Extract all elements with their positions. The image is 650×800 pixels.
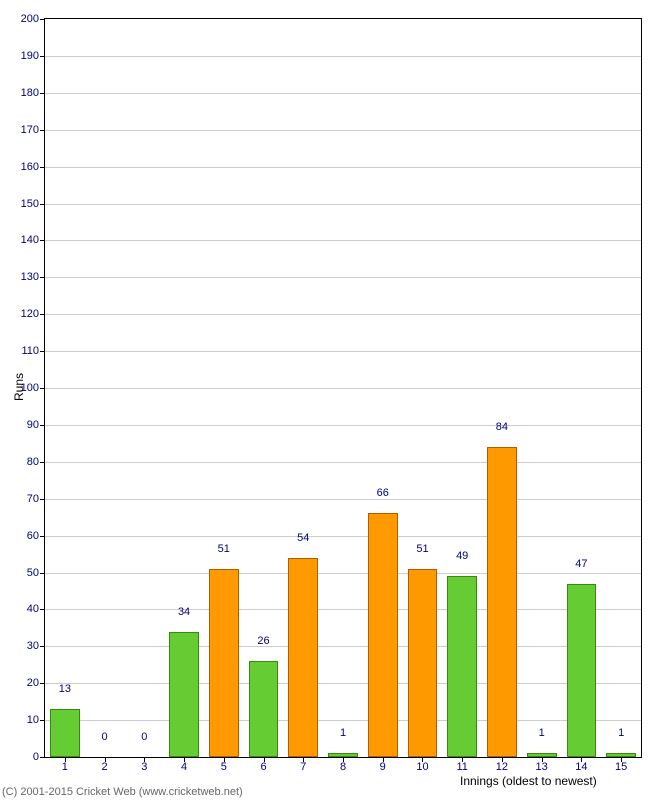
bar-value-label: 1 xyxy=(618,727,624,739)
plot-area: 0102030405060708090100110120130140150160… xyxy=(44,18,642,758)
y-tick-label: 40 xyxy=(27,603,45,615)
y-tick-label: 90 xyxy=(27,419,45,431)
bar xyxy=(487,447,517,757)
y-tick-label: 10 xyxy=(27,714,45,726)
grid-line xyxy=(45,351,641,352)
y-tick-label: 60 xyxy=(27,530,45,542)
bar-value-label: 1 xyxy=(539,727,545,739)
grid-line xyxy=(45,499,641,500)
y-tick-label: 140 xyxy=(21,234,45,246)
grid-line xyxy=(45,204,641,205)
y-tick-label: 200 xyxy=(21,13,45,25)
y-tick-label: 80 xyxy=(27,456,45,468)
grid-line xyxy=(45,240,641,241)
grid-line xyxy=(45,167,641,168)
x-tick-label: 6 xyxy=(260,757,266,773)
bar xyxy=(447,576,477,757)
grid-line xyxy=(45,646,641,647)
x-tick-label: 9 xyxy=(380,757,386,773)
bar-value-label: 66 xyxy=(377,487,389,499)
bar-value-label: 34 xyxy=(178,606,190,618)
grid-line xyxy=(45,388,641,389)
bar xyxy=(408,569,438,757)
y-tick-label: 20 xyxy=(27,677,45,689)
grid-line xyxy=(45,573,641,574)
bar-value-label: 51 xyxy=(416,543,428,555)
copyright-text: (C) 2001-2015 Cricket Web (www.cricketwe… xyxy=(2,786,243,798)
bar-value-label: 1 xyxy=(340,727,346,739)
grid-line xyxy=(45,425,641,426)
bar xyxy=(606,753,636,757)
y-tick-label: 180 xyxy=(21,87,45,99)
y-tick-label: 170 xyxy=(21,124,45,136)
bar xyxy=(527,753,557,757)
x-tick-label: 12 xyxy=(496,757,508,773)
bar-value-label: 47 xyxy=(575,558,587,570)
bar xyxy=(567,584,597,757)
grid-line xyxy=(45,277,641,278)
bar-value-label: 51 xyxy=(218,543,230,555)
bar-value-label: 54 xyxy=(297,532,309,544)
y-tick-label: 190 xyxy=(21,50,45,62)
y-tick-label: 150 xyxy=(21,198,45,210)
bar xyxy=(249,661,279,757)
x-tick-label: 15 xyxy=(615,757,627,773)
y-tick-label: 50 xyxy=(27,567,45,579)
x-tick-label: 10 xyxy=(416,757,428,773)
x-tick-label: 13 xyxy=(536,757,548,773)
x-tick-label: 11 xyxy=(456,757,467,773)
grid-line xyxy=(45,536,641,537)
grid-line xyxy=(45,56,641,57)
bar-value-label: 49 xyxy=(456,550,468,562)
bar xyxy=(209,569,239,757)
x-tick-label: 14 xyxy=(575,757,587,773)
x-tick-label: 3 xyxy=(141,757,147,773)
x-axis-title: Innings (oldest to newest) xyxy=(460,774,597,788)
bar-value-label: 0 xyxy=(102,731,108,743)
chart-container: 0102030405060708090100110120130140150160… xyxy=(0,0,650,800)
grid-line xyxy=(45,720,641,721)
grid-line xyxy=(45,683,641,684)
bar-value-label: 84 xyxy=(496,421,508,433)
bar-value-label: 13 xyxy=(59,683,71,695)
bar-value-label: 0 xyxy=(141,731,147,743)
y-tick-label: 30 xyxy=(27,640,45,652)
y-axis-title: Runs xyxy=(12,373,26,401)
x-tick-label: 4 xyxy=(181,757,187,773)
bar xyxy=(288,558,318,757)
grid-line xyxy=(45,462,641,463)
y-tick-label: 70 xyxy=(27,493,45,505)
y-tick-label: 120 xyxy=(21,308,45,320)
x-tick-label: 5 xyxy=(221,757,227,773)
bar xyxy=(50,709,80,757)
bar xyxy=(328,753,358,757)
bar xyxy=(368,513,398,757)
y-tick-label: 160 xyxy=(21,161,45,173)
grid-line xyxy=(45,93,641,94)
y-tick-label: 110 xyxy=(21,345,45,357)
bar-value-label: 26 xyxy=(257,635,269,647)
bar xyxy=(169,632,199,757)
x-tick-label: 2 xyxy=(102,757,108,773)
grid-line xyxy=(45,609,641,610)
x-tick-label: 7 xyxy=(300,757,306,773)
y-tick-label: 130 xyxy=(21,271,45,283)
x-tick-label: 8 xyxy=(340,757,346,773)
grid-line xyxy=(45,130,641,131)
x-tick-label: 1 xyxy=(62,757,68,773)
y-tick-label: 0 xyxy=(33,751,45,763)
grid-line xyxy=(45,314,641,315)
